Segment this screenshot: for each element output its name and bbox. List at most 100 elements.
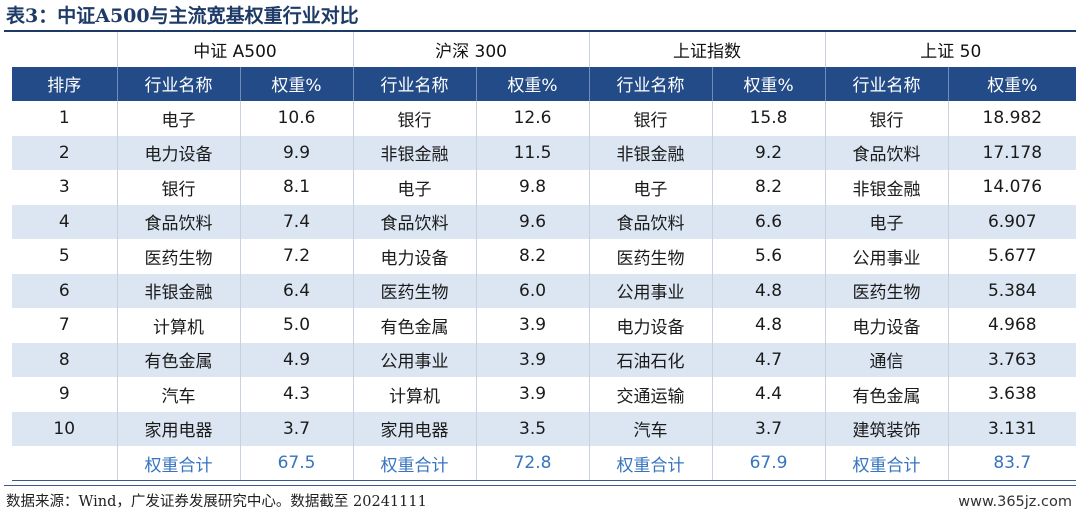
industry-cell: 电力设备 xyxy=(352,239,477,274)
weight-cell: 5.6 xyxy=(711,239,826,274)
industry-cell: 公用事业 xyxy=(824,239,949,274)
rank-cell: 3 xyxy=(58,177,70,198)
table-row: 4 食品饮料 7.4 食品饮料 9.6 食品饮料 6.6 电子 6.907 xyxy=(12,204,1077,239)
total-label: 权重合计 xyxy=(824,446,949,481)
weight-cell: 4.8 xyxy=(711,273,826,308)
weight-cell: 9.8 xyxy=(475,170,590,205)
industry-cell: 食品饮料 xyxy=(824,135,949,170)
weight-cell: 9.9 xyxy=(239,135,354,170)
total-weight: 67.5 xyxy=(239,446,354,481)
weight-cell: 3.638 xyxy=(947,377,1077,412)
weight-cell: 6.4 xyxy=(239,273,354,308)
industry-cell: 电子 xyxy=(352,170,477,205)
rank-cell: 10 xyxy=(12,411,117,446)
weight-cell: 4.7 xyxy=(711,342,826,377)
industry-cell: 医药生物 xyxy=(116,239,240,274)
industry-cell: 交通运输 xyxy=(588,377,713,412)
total-row: 权重合计 67.5 权重合计 72.8 权重合计 67.9 权重合计 83.7 xyxy=(12,446,1077,481)
weight-cell: 3.9 xyxy=(475,308,590,343)
rank-cell: 8 xyxy=(12,342,117,377)
weight-cell: 9.6 xyxy=(475,204,590,239)
weight-cell: 5.677 xyxy=(947,239,1077,274)
total-label: 权重合计 xyxy=(116,446,240,481)
industry-cell: 有色金属 xyxy=(116,342,240,377)
industry-cell: 银行 xyxy=(116,170,240,205)
industry-cell: 医药生物 xyxy=(824,273,949,308)
industry-cell: 家用电器 xyxy=(116,411,240,446)
industry-cell: 食品饮料 xyxy=(116,204,240,239)
header-weight: 权重% xyxy=(475,66,590,101)
index-group-row: 中证 A500 沪深 300 上证指数 上证 50 xyxy=(12,32,1077,67)
table-row: 7 计算机 5.0 有色金属 3.9 电力设备 4.8 电力设备 4.968 xyxy=(12,308,1077,343)
industry-cell: 计算机 xyxy=(352,377,477,412)
total-rank-cell xyxy=(12,446,117,481)
industry-cell: 有色金属 xyxy=(824,377,949,412)
industry-cell: 汽车 xyxy=(116,377,240,412)
weight-cell: 11.5 xyxy=(475,135,590,170)
weight-cell: 4.9 xyxy=(239,342,354,377)
rank-cell: 1 xyxy=(58,108,70,129)
header-weight: 权重% xyxy=(947,66,1077,101)
header-industry-name: 行业名称 xyxy=(588,66,713,101)
industry-cell: 医药生物 xyxy=(588,239,713,274)
table-row: 6 非银金融 6.4 医药生物 6.0 公用事业 4.8 医药生物 5.384 xyxy=(12,273,1077,308)
industry-cell: 非银金融 xyxy=(352,135,477,170)
weight-cell: 4.3 xyxy=(239,377,354,412)
industry-cell: 通信 xyxy=(824,342,949,377)
table-row: 3 银行 8.1 电子 9.8 电子 8.2 非银金融 14.076 xyxy=(12,170,1077,205)
table-bottom-rule xyxy=(4,485,1076,486)
weight-cell: 3.7 xyxy=(711,411,826,446)
industry-cell: 银行 xyxy=(824,101,949,136)
industry-cell: 银行 xyxy=(352,101,477,136)
header-weight: 权重% xyxy=(239,66,354,101)
table-row: 2 电力设备 9.9 非银金融 11.5 非银金融 9.2 食品饮料 17.17… xyxy=(12,135,1077,170)
weight-cell: 3.763 xyxy=(947,342,1077,377)
header-weight: 权重% xyxy=(711,66,826,101)
rank-cell: 7 xyxy=(58,315,70,336)
industry-cell: 电子 xyxy=(824,204,949,239)
weight-cell: 6.6 xyxy=(711,204,826,239)
industry-cell: 非银金融 xyxy=(588,135,713,170)
industry-cell: 非银金融 xyxy=(116,273,240,308)
industry-cell: 有色金属 xyxy=(352,308,477,343)
weight-cell: 3.9 xyxy=(475,342,590,377)
site-watermark: www.365jz.com xyxy=(958,494,1072,510)
header-rank: 排序 xyxy=(12,66,117,101)
industry-cell: 计算机 xyxy=(116,308,240,343)
industry-weight-table: 中证 A500 沪深 300 上证指数 上证 50 排序 行业名称 权重% 行业… xyxy=(12,32,1077,481)
weight-cell: 15.8 xyxy=(711,101,826,136)
source-footnote: 数据来源：Wind，广发证券发展研究中心。数据截至 20241111 xyxy=(6,494,427,510)
rank-cell: 9 xyxy=(58,384,70,405)
industry-cell: 食品饮料 xyxy=(352,204,477,239)
rank-cell: 6 xyxy=(12,273,117,308)
group-sse-composite: 上证指数 xyxy=(588,32,826,67)
industry-cell: 石油石化 xyxy=(588,342,713,377)
weight-cell: 9.2 xyxy=(711,135,826,170)
rank-cell: 4 xyxy=(12,204,117,239)
weight-cell: 4.8 xyxy=(711,308,826,343)
column-header-row: 排序 行业名称 权重% 行业名称 权重% 行业名称 权重% 行业名称 权重% xyxy=(12,66,1077,101)
total-weight: 83.7 xyxy=(947,446,1077,481)
weight-cell: 18.982 xyxy=(947,101,1077,136)
industry-cell: 公用事业 xyxy=(588,273,713,308)
weight-cell: 8.2 xyxy=(711,170,826,205)
weight-cell: 14.076 xyxy=(947,170,1077,205)
table-body: 1 电子 10.6 银行 12.6 银行 15.8 银行 18.982 2 电力… xyxy=(12,101,1077,481)
industry-cell: 非银金融 xyxy=(824,170,949,205)
weight-cell: 3.131 xyxy=(947,411,1077,446)
industry-cell: 医药生物 xyxy=(352,273,477,308)
weight-cell: 8.1 xyxy=(239,170,354,205)
weight-cell: 3.5 xyxy=(475,411,590,446)
industry-cell: 家用电器 xyxy=(352,411,477,446)
table-row: 10 家用电器 3.7 家用电器 3.5 汽车 3.7 建筑装饰 3.131 xyxy=(12,411,1077,446)
weight-cell: 6.0 xyxy=(475,273,590,308)
group-csi-300: 沪深 300 xyxy=(352,32,590,67)
weight-cell: 6.907 xyxy=(947,204,1077,239)
industry-cell: 电子 xyxy=(588,170,713,205)
weight-cell: 3.9 xyxy=(475,377,590,412)
table-row: 1 电子 10.6 银行 12.6 银行 15.8 银行 18.982 xyxy=(12,101,1077,136)
weight-cell: 12.6 xyxy=(475,101,590,136)
rank-cell: 5 xyxy=(58,246,70,267)
group-sse-50: 上证 50 xyxy=(824,32,1077,67)
header-industry-name: 行业名称 xyxy=(352,66,477,101)
